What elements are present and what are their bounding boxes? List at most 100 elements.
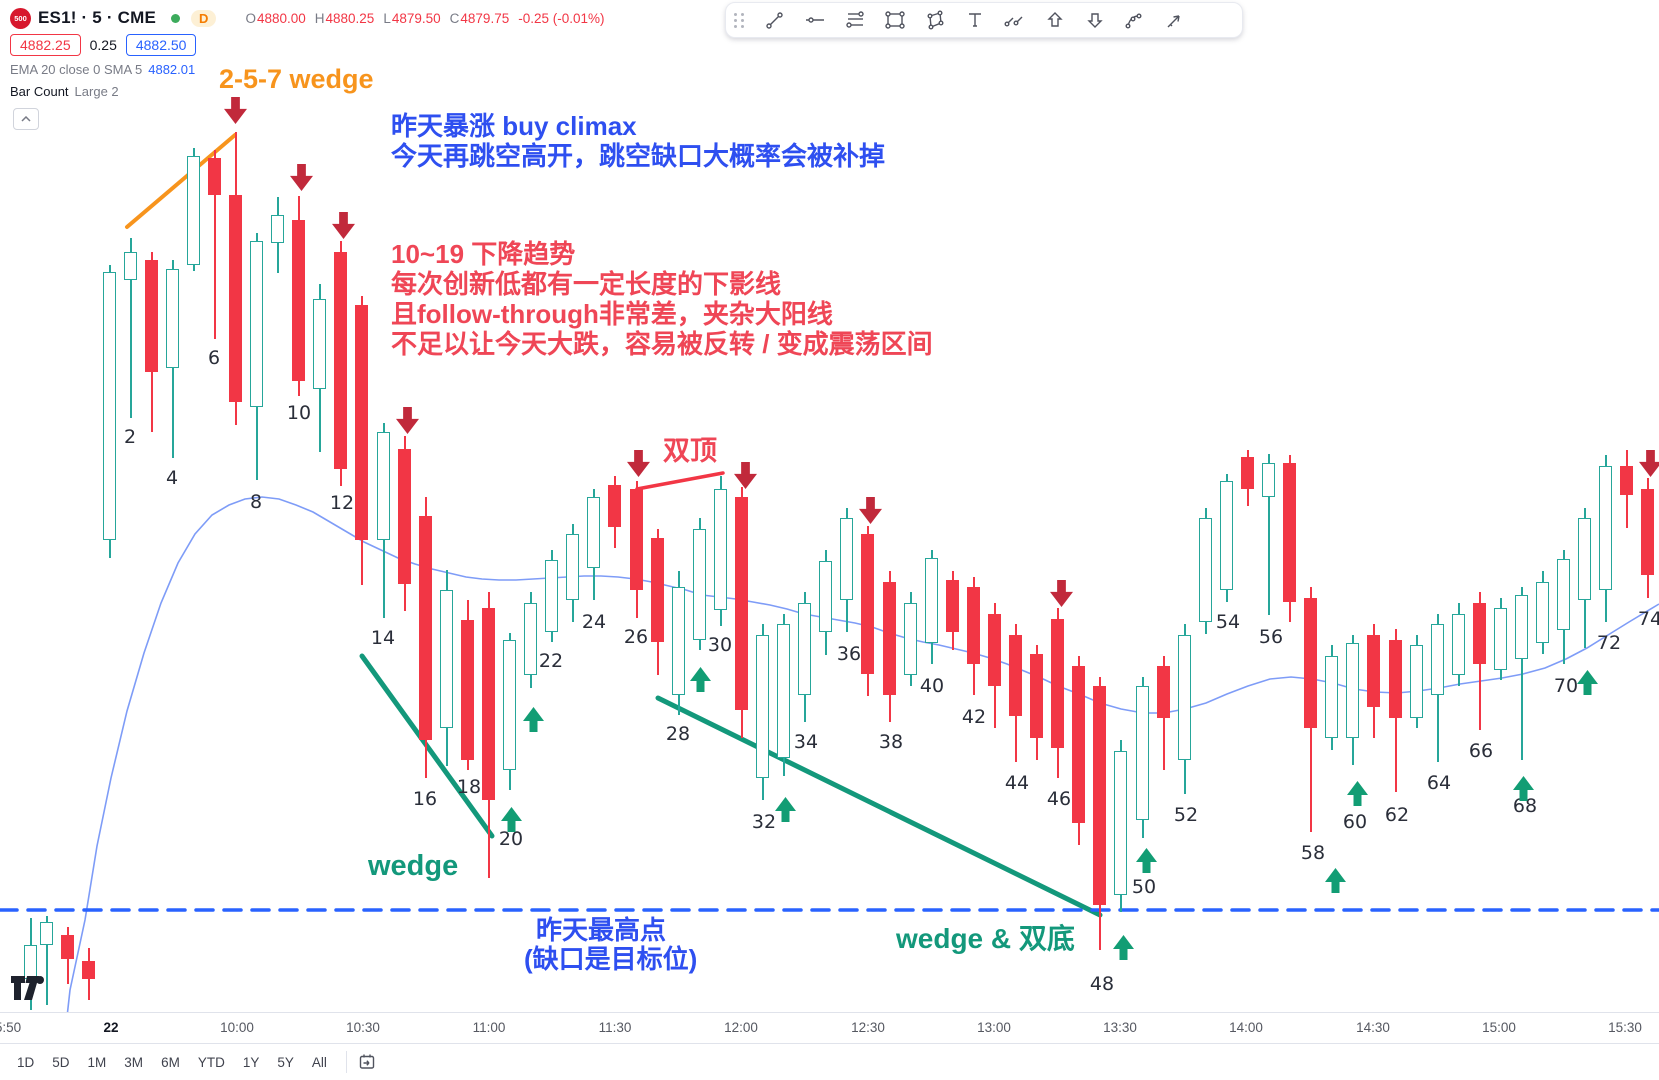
candle-up <box>1599 466 1612 590</box>
note-downtrend-line3[interactable]: 且follow-through非常差，夹杂大阳线 <box>391 299 833 329</box>
bar-count-label: 12 <box>329 492 355 514</box>
bottom-bar-divider <box>345 1051 347 1073</box>
rotated-rectangle-icon[interactable] <box>923 8 947 32</box>
candle-down <box>1051 619 1064 748</box>
bar-count-label: 38 <box>878 731 904 753</box>
ema20-line <box>66 496 1659 1012</box>
sell-arrow-down-icon <box>734 462 757 489</box>
candle-down <box>861 534 874 674</box>
collapse-indicators-button[interactable] <box>13 108 39 130</box>
rectangle-icon[interactable] <box>883 8 907 32</box>
buy-arrow-up-icon <box>1136 848 1157 873</box>
note-yesterday-high-line2[interactable]: (缺口是目标位) <box>524 944 698 974</box>
bar-count-label: 58 <box>1300 842 1326 864</box>
candle-down <box>946 580 959 632</box>
note-downtrend-line1[interactable]: 10~19 下降趋势 <box>391 239 576 269</box>
arrow-down-tool-icon[interactable] <box>1083 8 1107 32</box>
candle-up <box>587 497 600 568</box>
parallel-channel-icon[interactable] <box>843 8 867 32</box>
range-button-YTD[interactable]: YTD <box>197 1054 225 1070</box>
candle-up <box>124 252 137 280</box>
arrow-up-tool-icon[interactable] <box>1043 8 1067 32</box>
horizontal-line-icon[interactable] <box>803 8 827 32</box>
candle-up <box>798 603 811 695</box>
buy-arrow-up-icon <box>1325 868 1346 893</box>
symbol-title[interactable]: ES1! · 5 · CME <box>38 8 157 27</box>
range-button-1D[interactable]: 1D <box>17 1054 35 1070</box>
bar-count-label: 36 <box>836 643 862 665</box>
time-axis-label: 10:30 <box>346 1020 380 1035</box>
candle-up <box>777 624 790 758</box>
sp500-badge: 500 <box>10 7 31 29</box>
time-axis-label: 15:00 <box>1482 1020 1516 1035</box>
bar-count-label: 52 <box>1173 804 1199 826</box>
candle-wick <box>1521 587 1523 760</box>
range-button-All[interactable]: All <box>311 1054 327 1070</box>
candle-up <box>271 215 284 243</box>
chart-canvas[interactable]: 2 4 6 8 10 12 14 16 18 20 22 24 26 28 30 32 34 36 38 40 42 44… <box>0 0 1659 1012</box>
bar-count-label: 22 <box>538 650 564 672</box>
range-button-5D[interactable]: 5D <box>52 1054 70 1070</box>
session-d-pill[interactable]: D <box>191 9 217 27</box>
bar-count-label: 10 <box>286 402 312 424</box>
bar-count-label: 54 <box>1215 611 1241 633</box>
range-button-1Y[interactable]: 1Y <box>242 1054 260 1070</box>
note-buy-climax-line2[interactable]: 今天再跳空高开，跳空缺口大概率会被补掉 <box>391 141 886 171</box>
candle-down <box>1030 654 1043 738</box>
label-wedge[interactable]: wedge <box>368 850 459 882</box>
sell-arrow-down-icon <box>1050 580 1073 607</box>
candle-up <box>1515 595 1528 659</box>
trend-line-icon[interactable] <box>763 8 787 32</box>
text-tool-icon[interactable] <box>963 8 987 32</box>
range-button-5Y[interactable]: 5Y <box>277 1054 294 1070</box>
bid-price-button[interactable]: 4882.25 <box>10 34 81 56</box>
toolbar-drag-handle[interactable] <box>734 12 745 28</box>
candle-down <box>82 961 95 979</box>
candle-up <box>756 635 769 778</box>
price-change: -0.25 (-0.01%) <box>518 10 605 26</box>
candle-up <box>524 603 537 675</box>
range-button-3M[interactable]: 3M <box>124 1054 144 1070</box>
candle-up <box>187 156 200 265</box>
ask-price-button[interactable]: 4882.50 <box>125 34 197 56</box>
tradingview-logo[interactable] <box>10 975 48 1006</box>
bar-count-label: 68 <box>1512 795 1538 817</box>
note-buy-climax-line1[interactable]: 昨天暴涨 buy climax <box>391 111 637 141</box>
note-downtrend-line4[interactable]: 不足以让今天大跌，容易被反转 / 变成震荡区间 <box>391 329 933 359</box>
label-wedge-double-bottom[interactable]: wedge & 双底 <box>896 923 1075 954</box>
bar-count-label: 50 <box>1131 876 1157 898</box>
note-downtrend-line2[interactable]: 每次创新低都有一定长度的下影线 <box>391 269 782 299</box>
double-top-line[interactable] <box>635 471 725 491</box>
arrow-marker-icon[interactable] <box>1163 8 1187 32</box>
candle-down <box>1009 635 1022 716</box>
candle-up <box>1452 614 1465 675</box>
candle-wick <box>214 150 216 339</box>
label-double-top[interactable]: 双顶 <box>663 436 717 466</box>
candle-up <box>1114 751 1127 895</box>
range-button-6M[interactable]: 6M <box>161 1054 180 1070</box>
curve-tool-icon[interactable] <box>1123 8 1147 32</box>
time-axis-label: 12:00 <box>724 1020 758 1035</box>
time-axis-label: 14:00 <box>1229 1020 1263 1035</box>
candle-down <box>735 497 748 710</box>
label-257-wedge[interactable]: 2-5-7 wedge <box>219 64 374 94</box>
range-button-1M[interactable]: 1M <box>87 1054 107 1070</box>
candle-up <box>503 640 516 770</box>
bar-count-label: 4 <box>165 467 179 489</box>
bar-count-label: 42 <box>961 706 987 728</box>
market-open-dot <box>171 13 181 23</box>
ema-indicator-label[interactable]: EMA 20 close 0 SMA 5 <box>10 62 143 77</box>
time-axis[interactable]: 5:50 22 10:00 10:30 11:00 11:30 12:00 12:30 13:0… <box>0 1012 1659 1044</box>
candle-down <box>988 614 1001 686</box>
candle-up <box>1199 518 1212 622</box>
candle-up <box>1578 518 1591 600</box>
range-buttons: 1D 5D 1M 3M 6M YTD 1Y 5Y All <box>8 1051 336 1074</box>
candle-down <box>1389 640 1402 718</box>
note-yesterday-high-line1[interactable]: 昨天最高点 <box>536 915 667 945</box>
barcount-indicator-label[interactable]: Bar Count <box>10 84 69 99</box>
candle-down <box>1641 489 1654 575</box>
ohlc-field-H: H4880.25 <box>314 10 375 26</box>
cross-line-icon[interactable] <box>1003 8 1027 32</box>
go-to-date-icon[interactable] <box>357 1052 377 1072</box>
time-axis-label: 11:00 <box>472 1020 506 1035</box>
